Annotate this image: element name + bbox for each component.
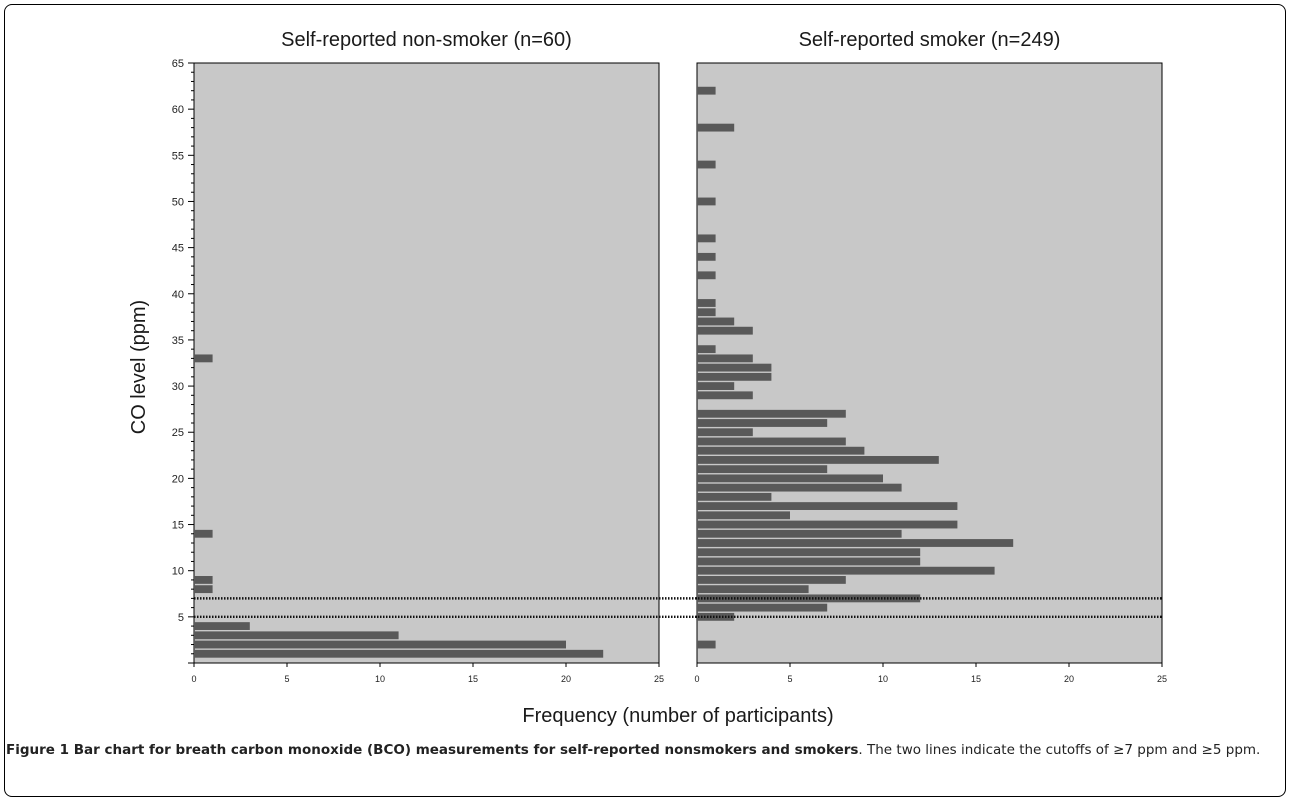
bar bbox=[697, 428, 753, 437]
bar bbox=[697, 308, 716, 317]
bar bbox=[697, 317, 735, 326]
bar bbox=[697, 446, 865, 455]
x-tick-label: 25 bbox=[1157, 674, 1167, 684]
x-axis-ticks-left: 0 5 10 15 20 25 bbox=[191, 663, 664, 684]
bar bbox=[697, 566, 995, 575]
bar bbox=[194, 649, 604, 658]
bar bbox=[194, 585, 213, 594]
x-tick-label: 10 bbox=[878, 674, 888, 684]
panel-smoker: 0 5 10 15 20 25 Self-reported smoker (n=249) bbox=[694, 29, 1167, 684]
bar bbox=[697, 372, 772, 381]
bar bbox=[697, 603, 828, 612]
panel-non-smoker: 5 10 15 20 25 30 35 40 45 50 55 60 65 0 5 10 15 20 25 Sel… bbox=[172, 29, 664, 684]
y-axis-label: CO level (ppm) bbox=[128, 300, 150, 434]
bar bbox=[697, 345, 716, 354]
bar bbox=[697, 548, 921, 557]
panel-title-non-smoker: Self-reported non-smoker (n=60) bbox=[281, 29, 572, 51]
x-tick-label: 15 bbox=[468, 674, 478, 684]
x-tick-label: 0 bbox=[694, 674, 699, 684]
y-tick-label: 20 bbox=[172, 473, 184, 485]
bar bbox=[697, 363, 772, 372]
bar bbox=[697, 557, 921, 566]
bar bbox=[697, 354, 753, 363]
y-tick-label: 25 bbox=[172, 427, 184, 439]
x-tick-label: 25 bbox=[654, 674, 664, 684]
bar bbox=[697, 529, 902, 538]
x-tick-label: 20 bbox=[1064, 674, 1074, 684]
bar bbox=[194, 640, 566, 649]
bar bbox=[697, 299, 716, 307]
y-tick-label: 10 bbox=[172, 566, 184, 578]
bar bbox=[697, 391, 753, 400]
panel-title-smoker: Self-reported smoker (n=249) bbox=[799, 29, 1061, 51]
x-tick-label: 10 bbox=[375, 674, 385, 684]
y-tick-label: 5 bbox=[178, 612, 184, 624]
x-tick-label: 5 bbox=[787, 674, 792, 684]
bar bbox=[697, 437, 846, 446]
bar bbox=[697, 492, 772, 501]
bar bbox=[697, 474, 883, 483]
y-tick-label: 35 bbox=[172, 335, 184, 347]
y-tick-label: 45 bbox=[172, 243, 184, 255]
bar bbox=[697, 86, 716, 95]
bar bbox=[697, 160, 716, 169]
bars-non-smoker bbox=[194, 354, 604, 658]
bar bbox=[697, 640, 716, 649]
bar bbox=[697, 483, 902, 492]
bar bbox=[697, 382, 735, 390]
figure-caption: Figure 1 Bar chart for breath carbon mon… bbox=[6, 740, 1282, 760]
x-axis-ticks-right: 0 5 10 15 20 25 bbox=[694, 663, 1167, 684]
cutoff-lines bbox=[194, 597, 1162, 619]
bar bbox=[697, 326, 753, 335]
y-tick-label: 40 bbox=[172, 289, 184, 301]
y-tick-label: 15 bbox=[172, 520, 184, 532]
bar bbox=[697, 465, 828, 474]
x-tick-label: 20 bbox=[561, 674, 571, 684]
y-tick-label: 65 bbox=[172, 58, 184, 70]
bar bbox=[194, 631, 399, 640]
y-tick-label: 55 bbox=[172, 150, 184, 162]
bar bbox=[194, 576, 213, 584]
x-axis-label: Frequency (number of participants) bbox=[522, 705, 833, 727]
y-tick-label: 50 bbox=[172, 196, 184, 208]
bar bbox=[697, 594, 921, 603]
x-tick-label: 5 bbox=[284, 674, 289, 684]
panel-background bbox=[193, 62, 660, 664]
caption-title: Figure 1 Bar chart for breath carbon mon… bbox=[6, 742, 859, 758]
bar bbox=[194, 354, 213, 363]
caption-text: . The two lines indicate the cutoffs of … bbox=[858, 742, 1261, 758]
bar bbox=[194, 622, 250, 630]
bar bbox=[697, 123, 735, 132]
bar bbox=[697, 585, 809, 594]
bar bbox=[697, 502, 958, 510]
bars-smoker bbox=[697, 86, 1014, 649]
bar bbox=[697, 409, 846, 418]
bar bbox=[697, 539, 1014, 547]
bar bbox=[697, 456, 939, 464]
x-tick-label: 15 bbox=[971, 674, 981, 684]
y-axis-ticks: 5 10 15 20 25 30 35 40 45 50 55 60 65 bbox=[172, 58, 194, 664]
bar bbox=[697, 511, 790, 520]
bar bbox=[697, 234, 716, 243]
bar bbox=[697, 576, 846, 584]
bar bbox=[697, 419, 828, 427]
bar bbox=[194, 529, 213, 538]
x-tick-label: 0 bbox=[191, 674, 196, 684]
bar bbox=[697, 612, 735, 621]
y-tick-label: 60 bbox=[172, 104, 184, 116]
bar bbox=[697, 271, 716, 280]
y-tick-label: 30 bbox=[172, 381, 184, 393]
bar bbox=[697, 520, 958, 529]
bar bbox=[697, 252, 716, 261]
bar bbox=[697, 197, 716, 206]
